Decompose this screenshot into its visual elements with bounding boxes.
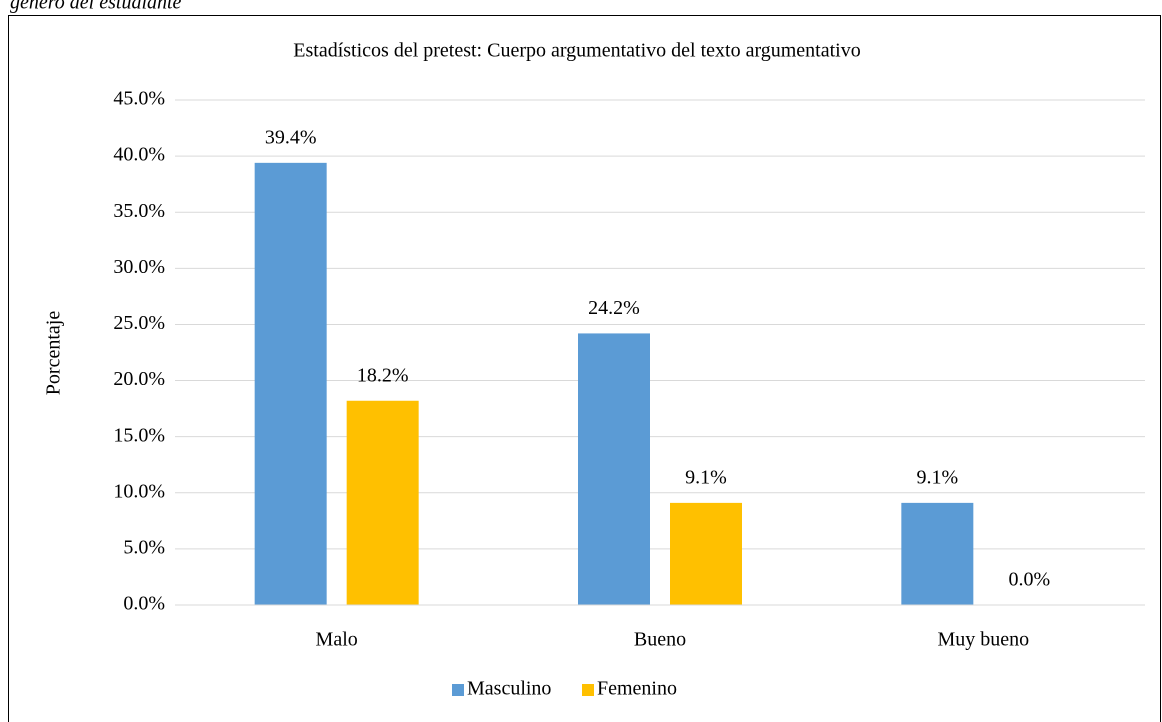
data-label: 9.1% <box>916 466 958 488</box>
data-label: 0.0% <box>1008 569 1050 591</box>
y-tick-label: 30.0% <box>113 256 165 278</box>
bar <box>254 162 327 605</box>
legend-label: Femenino <box>597 678 677 700</box>
legend-label: Masculino <box>467 678 551 700</box>
y-tick-label: 45.0% <box>113 88 165 110</box>
data-label: 24.2% <box>588 297 640 319</box>
legend-swatch <box>582 684 594 696</box>
data-label: 39.4% <box>265 126 317 148</box>
x-tick-label: Bueno <box>634 629 686 651</box>
bar <box>670 502 742 605</box>
y-tick-label: 10.0% <box>113 480 165 502</box>
x-tick-label: Muy bueno <box>937 629 1029 651</box>
y-tick-label: 25.0% <box>113 312 165 334</box>
caption: género del estudiante <box>10 0 182 14</box>
data-label: 9.1% <box>685 466 727 488</box>
bar <box>346 400 419 605</box>
data-label: 18.2% <box>357 364 409 386</box>
y-tick-label: 5.0% <box>123 536 165 558</box>
y-tick-label: 20.0% <box>113 368 165 390</box>
chart-title: Estadísticos del pretest: Cuerpo argumen… <box>293 40 860 62</box>
legend-swatch <box>452 684 464 696</box>
y-tick-label: 35.0% <box>113 200 165 222</box>
y-tick-label: 40.0% <box>113 144 165 166</box>
y-tick-label: 15.0% <box>113 424 165 446</box>
x-tick-label: Malo <box>316 629 358 651</box>
bar <box>578 333 650 605</box>
y-axis-label: Porcentaje <box>43 311 65 396</box>
y-tick-label: 0.0% <box>123 593 165 615</box>
bar <box>901 502 974 605</box>
